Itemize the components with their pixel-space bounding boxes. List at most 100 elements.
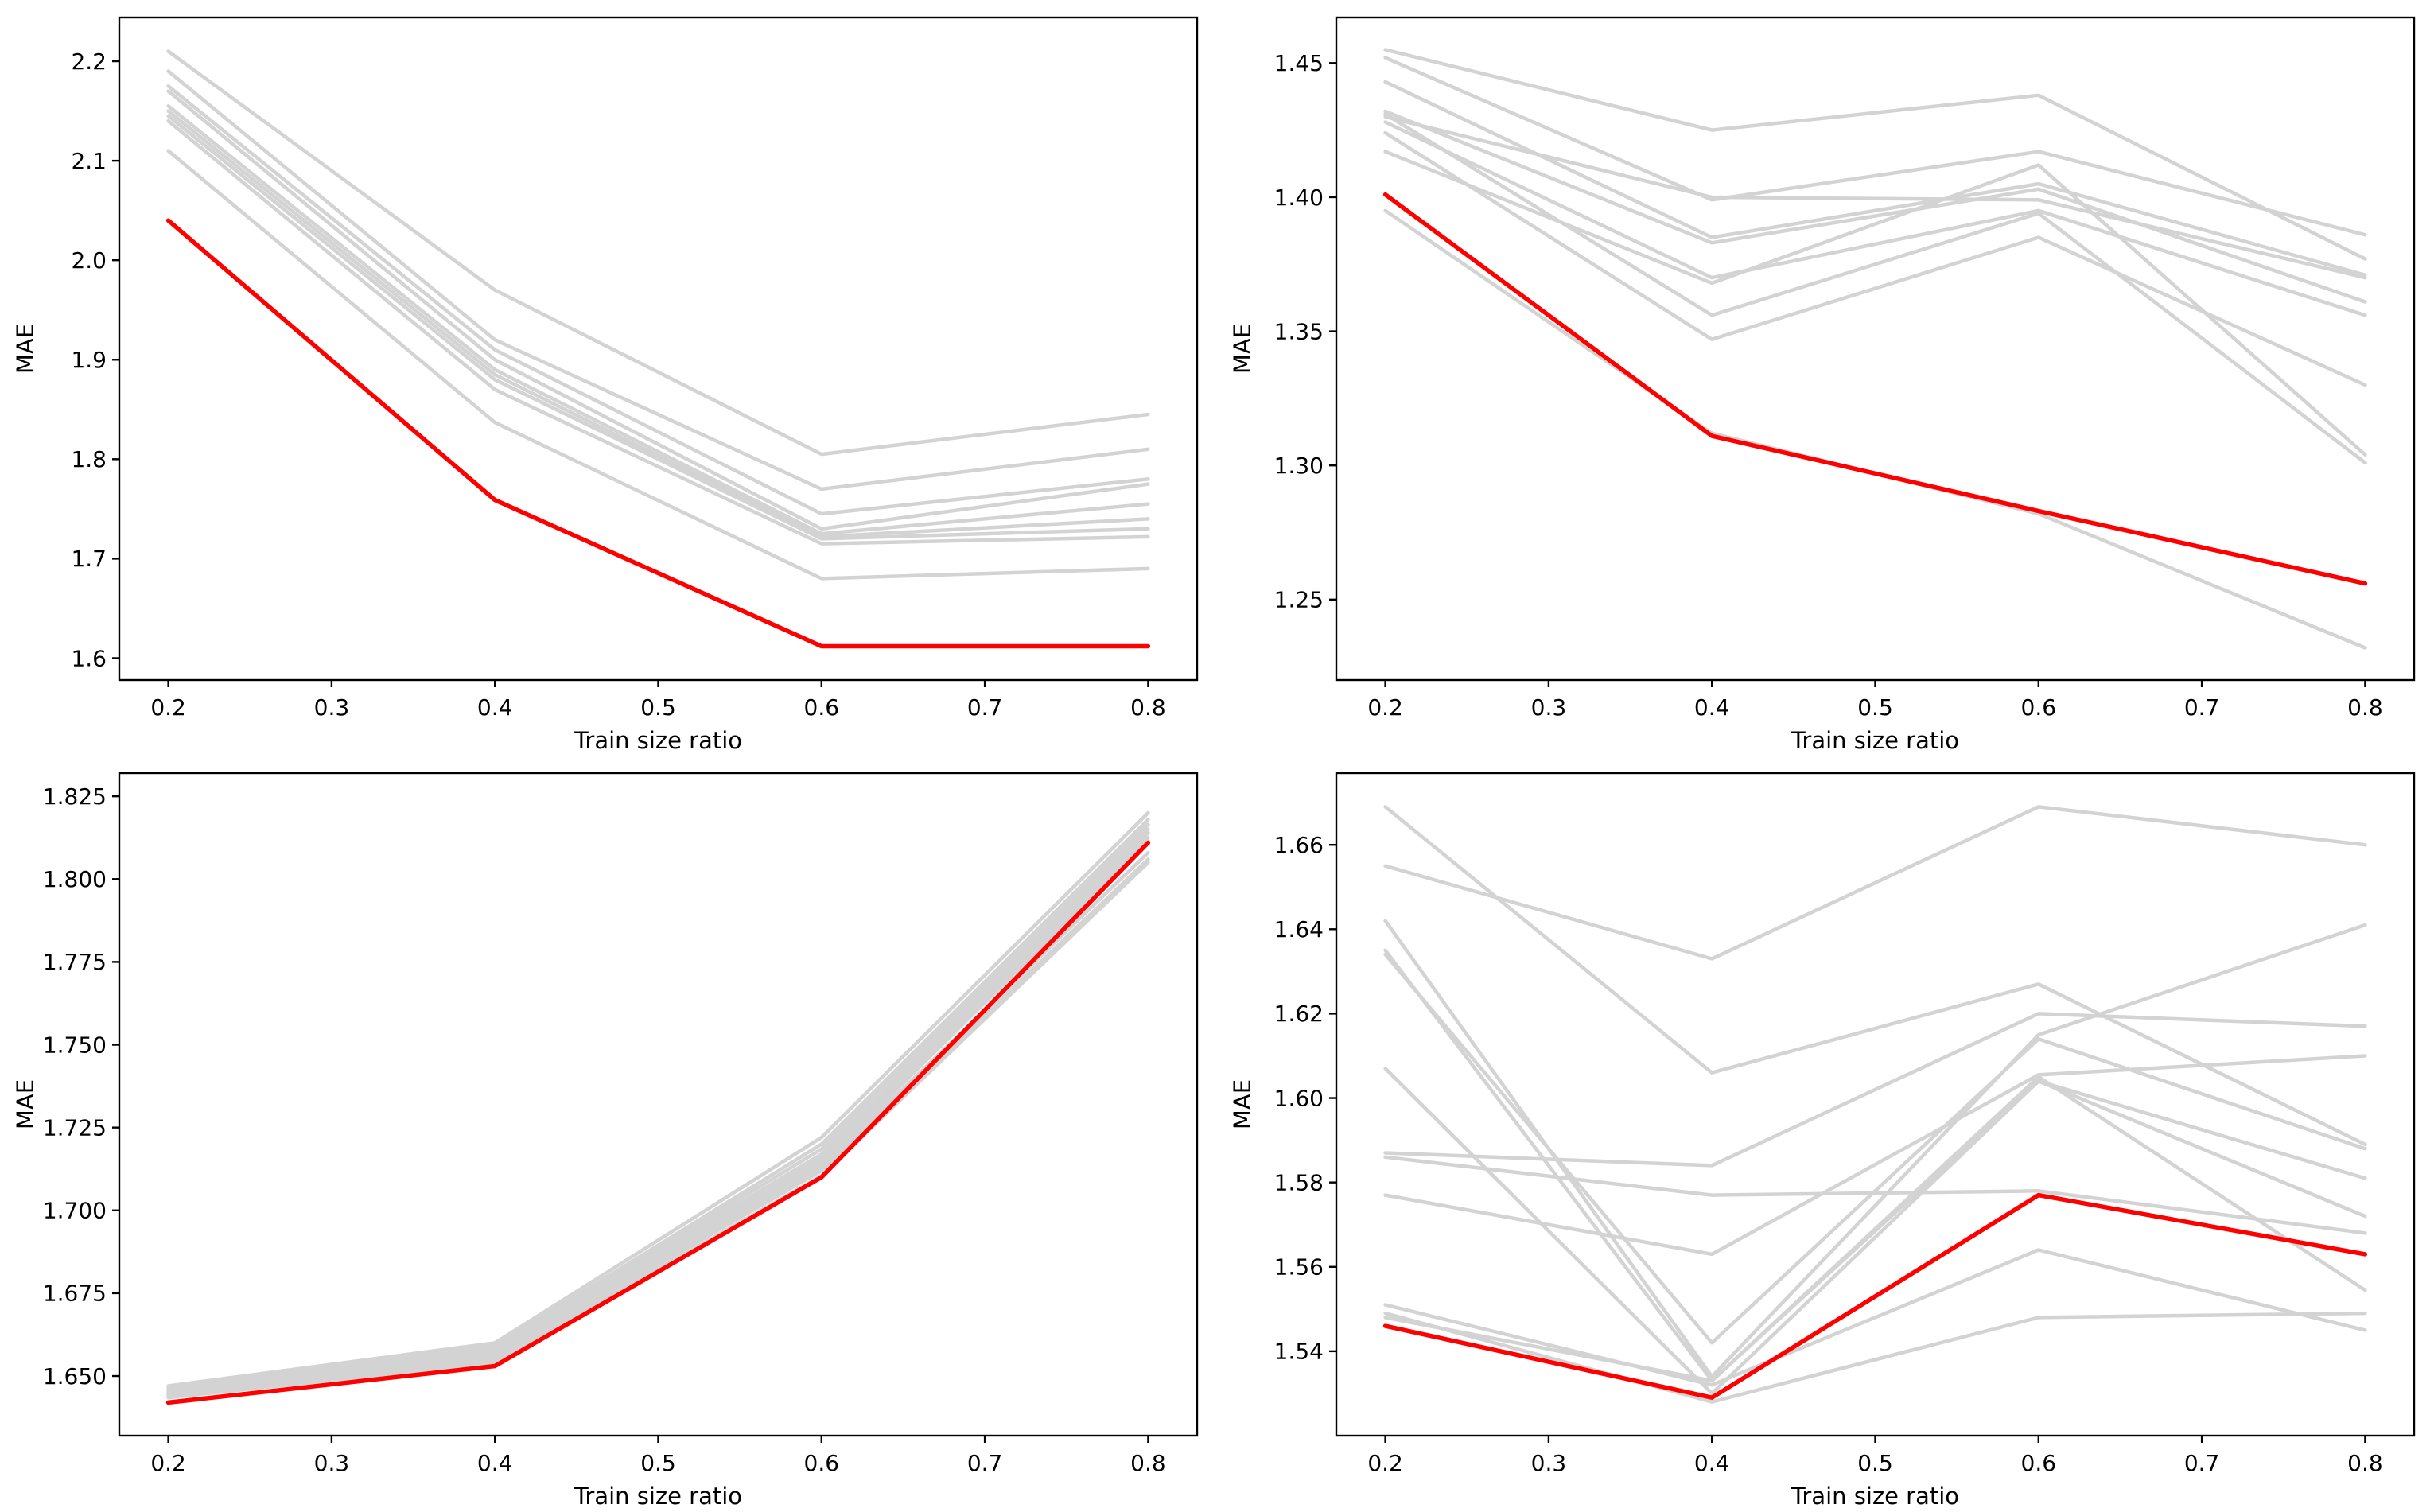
plot-border <box>118 772 1199 1437</box>
x-tick-label: 0.6 <box>804 694 840 721</box>
gray-series-line <box>1383 1248 2367 1387</box>
subplot-bottom-right: 0.2 0.3 0.4 0.5 0.6 0.7 0.8 1.54 1.56 1.58 1.60 1.6… <box>1217 756 2434 1511</box>
y-tick-label: 1.750 <box>43 1032 107 1058</box>
y-axis-label: MAE <box>1229 324 1256 374</box>
y-tick-label: 1.58 <box>1274 1169 1324 1195</box>
gray-series-line <box>166 810 1150 1388</box>
x-tick-label: 0.7 <box>2184 694 2220 721</box>
gray-series-line <box>1383 1079 2367 1383</box>
subplot-bottom-left-chart: 0.2 0.3 0.4 0.5 0.6 0.7 0.8 1.650 1.675 1.700 1.72… <box>12 772 1199 1510</box>
x-axis-label: Train size ratio <box>574 727 742 754</box>
gray-series-line <box>166 104 1150 536</box>
x-tick-label: 0.4 <box>1694 694 1730 721</box>
gray-series-line <box>166 109 1150 539</box>
x-tick-label: 0.6 <box>804 1450 840 1476</box>
y-axis-label: MAE <box>12 1079 39 1129</box>
x-tick-label: 0.6 <box>2021 1450 2057 1476</box>
y-tick-label: 1.7 <box>71 546 107 572</box>
gray-series-line <box>1383 952 2367 1345</box>
gray-series-line <box>166 839 1150 1397</box>
x-tick-label: 0.3 <box>314 694 350 721</box>
x-tick-label: 0.6 <box>2021 694 2057 721</box>
subplot-top-left-chart: 0.2 0.3 0.4 0.5 0.6 0.7 0.8 1.6 1.7 1.8 1.9 2.0 2.1 2… <box>12 16 1199 754</box>
x-tick-label: 0.8 <box>2347 694 2383 721</box>
plot-border <box>1335 772 2416 1437</box>
x-tick-label: 0.7 <box>2184 1450 2220 1476</box>
gray-series-line <box>1383 1012 2367 1168</box>
x-axis-label: Train size ratio <box>1791 1483 1959 1510</box>
y-tick-label: 1.825 <box>43 783 107 810</box>
gray-series-line <box>1383 112 2367 465</box>
highlight-series-line <box>165 840 1151 1405</box>
y-tick-label: 1.8 <box>71 446 107 472</box>
x-tick-label: 0.2 <box>150 1450 186 1476</box>
x-tick-label: 0.7 <box>967 694 1003 721</box>
gray-series-line <box>166 49 1150 457</box>
gray-series-line <box>166 119 1150 546</box>
y-tick-label: 1.30 <box>1274 453 1324 479</box>
subplot-bottom-right-chart: 0.2 0.3 0.4 0.5 0.6 0.7 0.8 1.54 1.56 1.58 1.60 1.6… <box>1229 772 2416 1510</box>
x-tick-label: 0.3 <box>1531 694 1567 721</box>
x-tick-label: 0.5 <box>1857 1450 1893 1476</box>
y-tick-label: 1.25 <box>1274 587 1324 613</box>
gray-series-line <box>1383 1054 2367 1257</box>
gray-series-line <box>1383 120 2367 317</box>
y-tick-label: 1.35 <box>1274 318 1324 344</box>
x-tick-label: 0.8 <box>1130 694 1166 721</box>
highlight-series-line <box>1382 192 2368 586</box>
x-tick-label: 0.5 <box>640 694 676 721</box>
y-tick-label: 1.60 <box>1274 1085 1324 1111</box>
y-tick-label: 1.40 <box>1274 185 1324 211</box>
gray-series-line <box>166 89 1150 531</box>
plot-border <box>118 16 1199 682</box>
highlight-series-line <box>165 218 1151 649</box>
gray-series-line <box>1383 1155 2367 1235</box>
y-tick-label: 1.54 <box>1274 1339 1324 1365</box>
x-axis-label: Train size ratio <box>574 1483 742 1510</box>
gray-series-line <box>1383 109 2367 304</box>
gray-series-line <box>166 84 1150 516</box>
subplot-top-left: 0.2 0.3 0.4 0.5 0.6 0.7 0.8 1.6 1.7 1.8 1.9 2.0 2.1 2… <box>0 0 1217 756</box>
y-tick-label: 1.56 <box>1274 1254 1324 1281</box>
gray-series-line <box>166 149 1150 581</box>
x-tick-label: 0.4 <box>1694 1450 1730 1476</box>
gray-series-line <box>166 857 1150 1399</box>
y-tick-label: 1.775 <box>43 949 107 975</box>
gray-series-line <box>1383 1067 2367 1396</box>
gray-series-line <box>1383 48 2367 261</box>
gray-series-line <box>166 861 1150 1400</box>
y-tick-label: 2.0 <box>71 247 107 274</box>
gray-series-line <box>1383 208 2367 650</box>
highlight-series-line <box>1382 1192 2368 1400</box>
subplot-bottom-left: 0.2 0.3 0.4 0.5 0.6 0.7 0.8 1.650 1.675 1.700 1.72… <box>0 756 1217 1511</box>
gray-series-line <box>1383 805 2367 961</box>
y-tick-label: 1.62 <box>1274 1001 1324 1027</box>
y-tick-label: 1.9 <box>71 347 107 373</box>
gray-series-line <box>1383 130 2367 387</box>
x-tick-label: 0.4 <box>477 694 513 721</box>
x-tick-label: 0.4 <box>477 1450 513 1476</box>
gray-series-line <box>166 69 1150 492</box>
y-tick-label: 1.45 <box>1274 50 1324 76</box>
y-axis-label: MAE <box>12 324 39 374</box>
gray-series-line <box>166 827 1150 1393</box>
y-tick-label: 1.675 <box>43 1281 107 1307</box>
y-tick-label: 1.6 <box>71 645 107 671</box>
gray-series-line <box>1383 80 2367 278</box>
gray-series-line <box>166 830 1150 1395</box>
subplot-top-right-chart: 0.2 0.3 0.4 0.5 0.6 0.7 0.8 1.25 1.30 1.35 1.40 1.4… <box>1229 16 2416 754</box>
x-tick-label: 0.2 <box>1367 1450 1403 1476</box>
y-axis-label: MAE <box>1229 1079 1256 1129</box>
x-tick-label: 0.2 <box>1367 694 1403 721</box>
gray-series-line <box>1383 919 2367 1378</box>
y-tick-label: 1.650 <box>43 1363 107 1390</box>
x-tick-label: 0.3 <box>1531 1450 1567 1476</box>
gray-series-line <box>1383 56 2367 237</box>
gray-series-line <box>166 114 1150 541</box>
x-tick-label: 0.3 <box>314 1450 350 1476</box>
x-tick-label: 0.5 <box>1857 694 1893 721</box>
x-axis-label: Train size ratio <box>1791 727 1959 754</box>
x-tick-label: 0.7 <box>967 1450 1003 1476</box>
gray-series-line <box>1383 115 2367 280</box>
